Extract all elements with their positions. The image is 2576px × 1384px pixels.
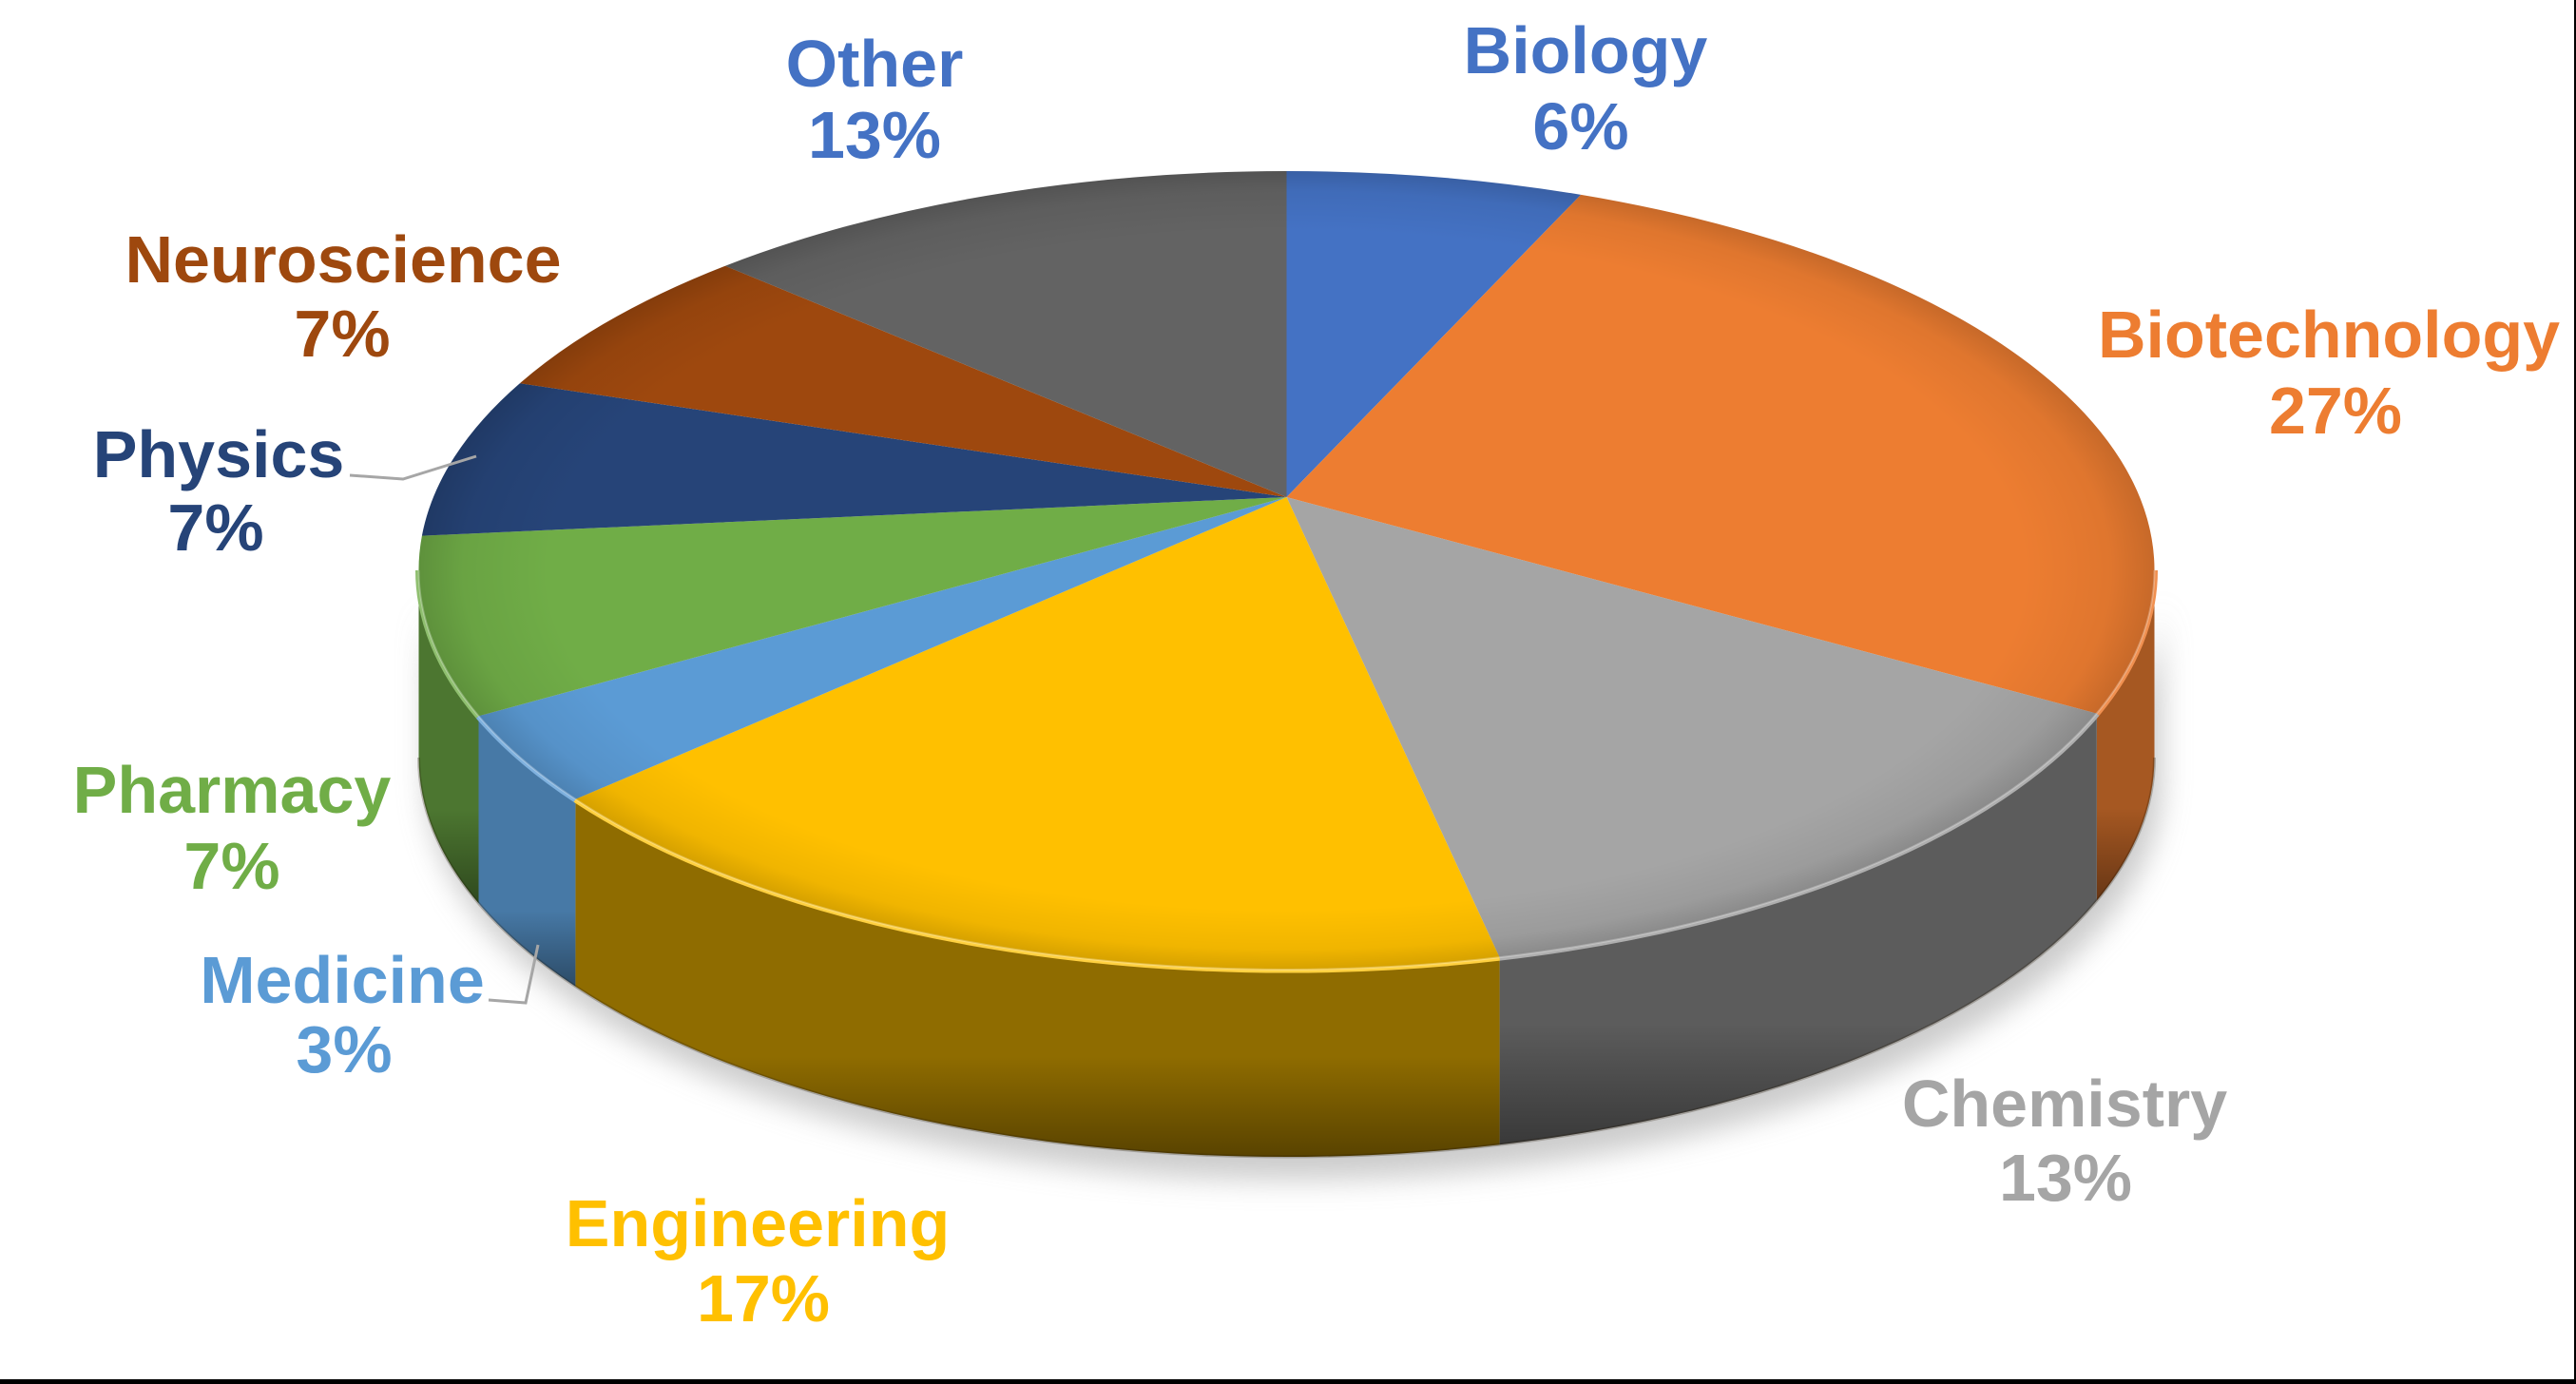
svg-text:3%: 3% [296, 1012, 392, 1086]
svg-text:6%: 6% [1532, 89, 1628, 163]
svg-text:27%: 27% [2269, 374, 2402, 448]
svg-text:Neuroscience: Neuroscience [125, 222, 561, 297]
svg-text:Engineering: Engineering [566, 1186, 950, 1260]
svg-text:Biotechnology: Biotechnology [2098, 298, 2560, 372]
svg-text:13%: 13% [1999, 1141, 2132, 1215]
svg-text:Chemistry: Chemistry [1902, 1067, 2227, 1141]
svg-text:7%: 7% [167, 490, 263, 565]
svg-text:7%: 7% [294, 297, 390, 371]
svg-text:Other: Other [786, 27, 964, 101]
svg-text:17%: 17% [697, 1261, 830, 1336]
svg-text:Pharmacy: Pharmacy [73, 753, 392, 827]
svg-text:Biology: Biology [1464, 13, 1708, 87]
svg-text:7%: 7% [183, 829, 279, 903]
svg-text:13%: 13% [808, 98, 941, 172]
svg-text:Medicine: Medicine [200, 943, 485, 1017]
svg-text:Physics: Physics [93, 417, 345, 491]
